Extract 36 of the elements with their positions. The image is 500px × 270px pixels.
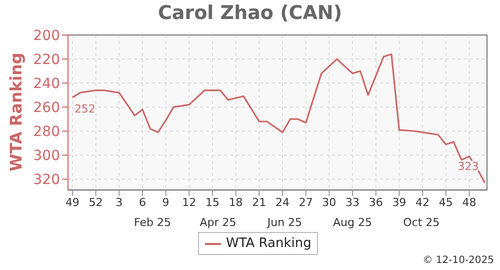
legend-label: WTA Ranking <box>226 236 312 251</box>
x-tick-label: 42 <box>416 196 430 209</box>
y-tick-label: 280 <box>33 124 60 140</box>
data-label: 252 <box>74 102 96 116</box>
x-tick-label: 21 <box>252 196 266 209</box>
y-tick-label: 240 <box>33 76 60 92</box>
x-tick-label: 24 <box>276 196 290 209</box>
x2-tick-label: Jun 25 <box>266 216 302 229</box>
y-tick-label: 320 <box>33 172 60 188</box>
x-tick-label: 12 <box>182 196 196 209</box>
y-tick-label: 260 <box>33 100 60 116</box>
y-tick-label: 200 <box>33 28 60 44</box>
x2-tick-label: Apr 25 <box>200 216 236 229</box>
x-tick-label: 15 <box>205 196 220 209</box>
y-axis-title: WTA Ranking <box>6 52 26 172</box>
x-tick-label: 39 <box>392 196 406 209</box>
x-tick-label: 52 <box>88 196 103 209</box>
text: © 12-10-2025 <box>422 255 494 266</box>
y-tick-label: 300 <box>33 148 60 164</box>
y-tick-label: 220 <box>33 52 60 68</box>
x2-tick-label: Aug 25 <box>333 216 372 229</box>
line-series <box>72 53 486 184</box>
x-tick-label: 9 <box>162 196 170 209</box>
x-tick-label: 6 <box>138 196 146 209</box>
x-tick-label: 45 <box>438 196 453 209</box>
x-tick-label: 33 <box>346 196 360 209</box>
x-tick-label: 36 <box>368 196 383 209</box>
x2-tick-label: Oct 25 <box>403 216 440 229</box>
x-tick-label: 30 <box>322 196 336 209</box>
x-tick-label: 18 <box>228 196 243 209</box>
x2-tick-label: Feb 25 <box>134 216 171 229</box>
x-tick-label: 49 <box>65 196 80 209</box>
x-tick-label: 48 <box>462 196 476 209</box>
x-tick-label: 3 <box>116 196 123 209</box>
chart-title: Carol Zhao (CAN) <box>156 2 344 24</box>
x-tick-label: 27 <box>298 196 313 209</box>
